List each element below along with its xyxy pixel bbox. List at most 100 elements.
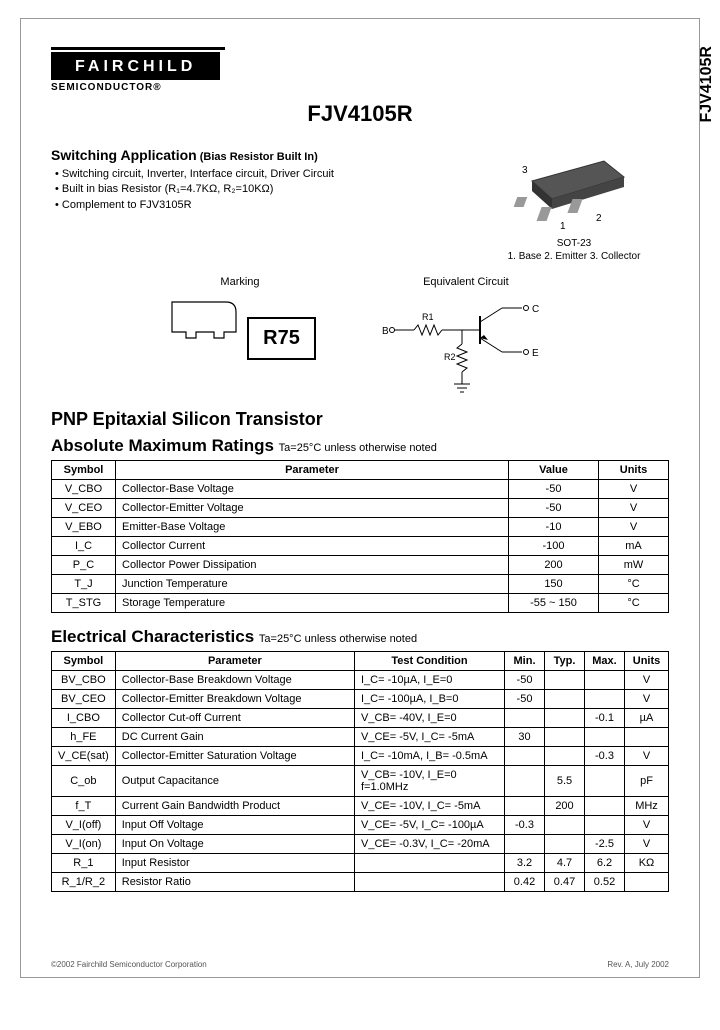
cell <box>545 816 585 835</box>
cell: 30 <box>505 728 545 747</box>
cell: V_EBO <box>52 518 116 537</box>
cell: µA <box>625 709 669 728</box>
cell: T_STG <box>52 594 116 613</box>
equiv-label: Equivalent Circuit <box>376 276 556 288</box>
col-symbol: Symbol <box>52 652 116 671</box>
cell: V_CB= -10V, I_E=0 f=1.0MHz <box>355 766 505 797</box>
cell: V_CB= -40V, I_E=0 <box>355 709 505 728</box>
cell: -55 ~ 150 <box>509 594 599 613</box>
cell <box>505 797 545 816</box>
cell <box>585 816 625 835</box>
marking-block: Marking R75 <box>164 276 316 360</box>
marking-outline-icon <box>164 288 244 344</box>
svg-text:E: E <box>532 348 539 359</box>
cell: 0.52 <box>585 873 625 892</box>
logo-block: FAIRCHILD SEMICONDUCTOR® <box>51 47 669 93</box>
col-value: Value <box>509 461 599 480</box>
cell: -2.5 <box>585 835 625 854</box>
elec-table: Symbol Parameter Test Condition Min. Typ… <box>51 651 669 892</box>
cell: Emitter-Base Voltage <box>116 518 509 537</box>
cell: Storage Temperature <box>116 594 509 613</box>
cell: V <box>625 690 669 709</box>
cell <box>505 766 545 797</box>
cell: Collector-Emitter Voltage <box>116 499 509 518</box>
footer-right: Rev. A, July 2002 <box>607 960 669 969</box>
cell: MHz <box>625 797 669 816</box>
col-parameter: Parameter <box>115 652 354 671</box>
amr-cond: Ta=25°C unless otherwise noted <box>279 442 437 454</box>
cell: V_I(off) <box>52 816 116 835</box>
cell <box>505 709 545 728</box>
cell: Resistor Ratio <box>115 873 354 892</box>
col-min: Min. <box>505 652 545 671</box>
svg-text:R2: R2 <box>444 352 456 362</box>
cell: Collector-Base Breakdown Voltage <box>115 671 354 690</box>
cell <box>355 873 505 892</box>
side-part-number: FJV4105R <box>698 46 716 123</box>
equiv-circuit-block: Equivalent Circuit B R1 R2 <box>376 276 556 401</box>
cell: -50 <box>509 499 599 518</box>
cell: 4.7 <box>545 854 585 873</box>
cell: Collector-Base Voltage <box>116 480 509 499</box>
cell: mA <box>599 537 669 556</box>
switching-bullets: Switching circuit, Inverter, Interface c… <box>55 167 461 213</box>
cell: KΩ <box>625 854 669 873</box>
marking-label: Marking <box>164 276 316 288</box>
cell: P_C <box>52 556 116 575</box>
cell: V_I(on) <box>52 835 116 854</box>
cell: R_1 <box>52 854 116 873</box>
svg-text:3: 3 <box>522 165 528 176</box>
cell: V_CBO <box>52 480 116 499</box>
package-drawing: 3 1 2 <box>504 151 644 231</box>
cell <box>545 690 585 709</box>
cell: -0.1 <box>585 709 625 728</box>
switching-heading: Switching Application <box>51 147 197 163</box>
package-pins: 1. Base 2. Emitter 3. Collector <box>479 251 669 262</box>
bullet-item: Built in bias Resistor (R₁=4.7KΩ, R₂=10K… <box>55 182 461 197</box>
cell <box>585 690 625 709</box>
cell: Input Resistor <box>115 854 354 873</box>
cell <box>355 854 505 873</box>
elec-heading: Electrical Characteristics <box>51 627 254 646</box>
svg-text:B: B <box>382 326 389 337</box>
elec-cond: Ta=25°C unless otherwise noted <box>259 633 417 645</box>
cell: Input Off Voltage <box>115 816 354 835</box>
cell <box>545 747 585 766</box>
col-units: Units <box>625 652 669 671</box>
cell: V <box>625 835 669 854</box>
cell: -10 <box>509 518 599 537</box>
cell <box>505 747 545 766</box>
cell: Output Capacitance <box>115 766 354 797</box>
cell: -100 <box>509 537 599 556</box>
cell: -50 <box>505 690 545 709</box>
cell: -0.3 <box>505 816 545 835</box>
footer-left: ©2002 Fairchild Semiconductor Corporatio… <box>51 960 207 969</box>
svg-text:1: 1 <box>560 221 566 231</box>
cell: V <box>625 816 669 835</box>
footer: ©2002 Fairchild Semiconductor Corporatio… <box>51 960 669 969</box>
cell: 150 <box>509 575 599 594</box>
col-test: Test Condition <box>355 652 505 671</box>
cell: I_C= -100µA, I_B=0 <box>355 690 505 709</box>
amr-table: Symbol Parameter Value Units V_CBOCollec… <box>51 460 669 613</box>
cell <box>545 728 585 747</box>
cell: I_C <box>52 537 116 556</box>
cell <box>585 728 625 747</box>
cell: I_C= -10µA, I_E=0 <box>355 671 505 690</box>
cell: V_CE= -0.3V, I_C= -20mA <box>355 835 505 854</box>
cell: pF <box>625 766 669 797</box>
cell: 0.47 <box>545 873 585 892</box>
cell: -50 <box>509 480 599 499</box>
col-units: Units <box>599 461 669 480</box>
cell: V <box>599 499 669 518</box>
cell: Collector-Emitter Saturation Voltage <box>115 747 354 766</box>
cell: h_FE <box>52 728 116 747</box>
col-typ: Typ. <box>545 652 585 671</box>
cell: V_CE= -5V, I_C= -5mA <box>355 728 505 747</box>
cell <box>505 835 545 854</box>
cell: C_ob <box>52 766 116 797</box>
cell: V <box>599 518 669 537</box>
cell: V_CE= -5V, I_C= -100µA <box>355 816 505 835</box>
cell <box>545 835 585 854</box>
cell <box>585 671 625 690</box>
